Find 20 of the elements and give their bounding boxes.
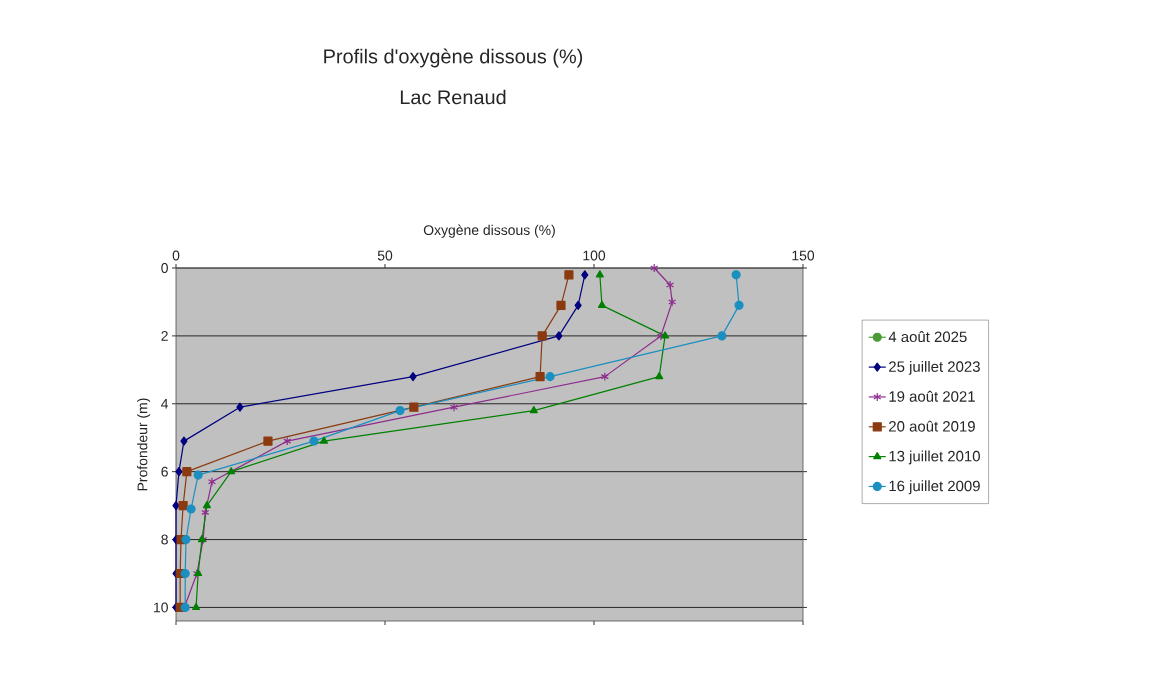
x-tick-label: 0 <box>172 250 180 261</box>
legend-label: 16 juillet 2009 <box>889 480 980 495</box>
legend-label: 19 août 2021 <box>889 390 975 402</box>
legend-label: 20 août 2019 <box>889 420 975 432</box>
legend-label: 13 juillet 2010 <box>889 450 980 465</box>
y-tick-label: 8 <box>161 534 168 545</box>
x-tick-label: 100 <box>583 250 606 261</box>
y-tick-label: 6 <box>161 466 168 477</box>
chart-title: Profils d'oxygène dissous (%) <box>324 48 583 68</box>
x-axis-title: Oxygène dissous (%) <box>423 224 555 238</box>
chart-subtitle: Lac Renaud <box>400 89 506 105</box>
y-tick-label: 4 <box>161 398 169 409</box>
y-tick-label: 0 <box>161 263 168 273</box>
legend-label: 25 juillet 2023 <box>889 360 980 375</box>
legend-label: 4 août 2025 <box>888 331 967 343</box>
y-tick-label: 2 <box>161 331 168 341</box>
x-tick-label: 50 <box>377 250 393 261</box>
y-axis-title: Profondeur (m) <box>137 398 151 491</box>
x-tick-label: 150 <box>792 250 815 261</box>
y-tick-label: 10 <box>154 602 168 613</box>
